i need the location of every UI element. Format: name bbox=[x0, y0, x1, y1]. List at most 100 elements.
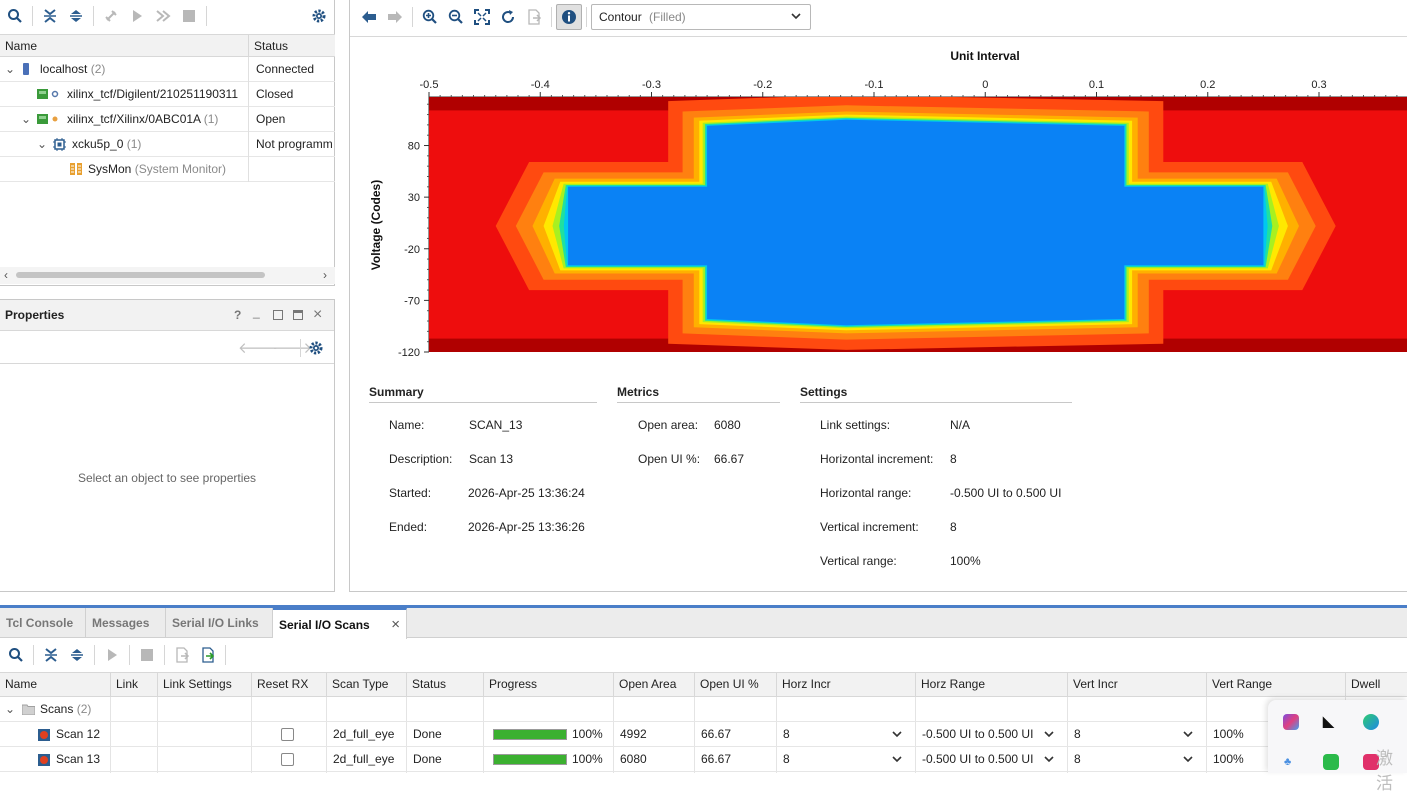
scroll-left-icon[interactable]: ‹ bbox=[4, 268, 8, 282]
scrollbar-thumb[interactable] bbox=[16, 272, 265, 278]
reset-rx-checkbox[interactable] bbox=[281, 722, 295, 747]
open-area: 4992 bbox=[620, 727, 647, 741]
tree-label: xilinx_tcf/Digilent/210251190311 bbox=[67, 87, 239, 101]
export-icon[interactable] bbox=[521, 4, 547, 30]
column-header-link[interactable]: Link bbox=[111, 673, 158, 696]
y-tick-label: 80 bbox=[408, 141, 420, 153]
export-icon[interactable] bbox=[169, 642, 195, 668]
tab-serial-io-scans[interactable]: Serial I/O Scans × bbox=[273, 608, 407, 639]
settings-h-incr-value: 8 bbox=[950, 452, 957, 466]
refresh-icon[interactable] bbox=[495, 4, 521, 30]
chevron-down-icon[interactable]: ⌄ bbox=[5, 702, 16, 716]
help-icon[interactable]: ? bbox=[234, 308, 242, 322]
scans-group-row[interactable]: ⌄ Scans (2) bbox=[0, 697, 1407, 722]
close-icon[interactable]: × bbox=[313, 306, 323, 323]
auto-connect-icon[interactable] bbox=[98, 3, 124, 29]
chevron-down-icon[interactable] bbox=[790, 8, 802, 27]
maximize-icon[interactable] bbox=[273, 310, 283, 320]
collapse-all-icon[interactable] bbox=[37, 3, 63, 29]
import-icon[interactable] bbox=[195, 642, 221, 668]
back-arrow-icon[interactable]: 🡐 bbox=[238, 340, 279, 357]
y-tick-label: -20 bbox=[404, 244, 420, 256]
horz-incr[interactable]: 8 bbox=[783, 752, 790, 766]
zoom-in-icon[interactable] bbox=[417, 4, 443, 30]
toolbar-separator bbox=[93, 6, 94, 26]
column-header-open-ui[interactable]: Open UI % bbox=[695, 673, 777, 696]
bottom-tab-bar: Tcl Console Messages Serial I/O Links Se… bbox=[0, 608, 1407, 639]
run-icon[interactable] bbox=[99, 642, 125, 668]
search-icon[interactable] bbox=[3, 642, 29, 668]
column-header-name[interactable]: Name bbox=[0, 673, 111, 696]
zoom-fit-icon[interactable] bbox=[469, 4, 495, 30]
collapse-all-icon[interactable] bbox=[38, 642, 64, 668]
table-row[interactable]: Scan 12 2d_full_eye Done 100% 4992 66.67… bbox=[0, 722, 1407, 747]
vert-incr[interactable]: 8 bbox=[1074, 752, 1081, 766]
tree-row-fpga[interactable]: ⌄ xcku5p_0 (1) Not programm bbox=[0, 132, 335, 157]
summary-heading: Summary bbox=[369, 385, 597, 403]
float-icon[interactable] bbox=[293, 310, 303, 320]
tree-row-sysmon[interactable]: SysMon (System Monitor) bbox=[0, 157, 335, 182]
column-header-status[interactable]: Status bbox=[407, 673, 484, 696]
gear-icon[interactable] bbox=[308, 340, 324, 359]
column-header-horz-incr[interactable]: Horz Incr bbox=[777, 673, 916, 696]
back-arrow-icon[interactable] bbox=[356, 4, 382, 30]
tree-row-xilinx[interactable]: ⌄ xilinx_tcf/Xilinx/0ABC01A (1) Open bbox=[0, 107, 335, 132]
tab-serial-io-links[interactable]: Serial I/O Links bbox=[166, 608, 273, 638]
column-header-reset-rx[interactable]: Reset RX bbox=[252, 673, 327, 696]
column-header-link-settings[interactable]: Link Settings bbox=[158, 673, 252, 696]
column-header-vert-range[interactable]: Vert Range bbox=[1207, 673, 1346, 696]
column-header-vert-incr[interactable]: Vert Incr bbox=[1068, 673, 1207, 696]
tree-row-digilent[interactable]: xilinx_tcf/Digilent/210251190311 Closed bbox=[0, 82, 335, 107]
zoom-out-icon[interactable] bbox=[443, 4, 469, 30]
column-header-progress[interactable]: Progress bbox=[484, 673, 614, 696]
chevron-down-icon[interactable] bbox=[1043, 747, 1055, 772]
hardware-table-header: Name Status bbox=[0, 34, 335, 57]
tab-messages[interactable]: Messages bbox=[86, 608, 166, 638]
stop-icon[interactable] bbox=[134, 642, 160, 668]
fast-forward-icon[interactable] bbox=[150, 3, 176, 29]
view-mode-select[interactable]: Contour (Filled) bbox=[591, 4, 811, 30]
chevron-down-icon[interactable] bbox=[1182, 722, 1194, 747]
search-icon[interactable] bbox=[2, 3, 28, 29]
run-icon[interactable] bbox=[124, 3, 150, 29]
tab-tcl-console[interactable]: Tcl Console bbox=[0, 608, 86, 638]
column-header-name[interactable]: Name bbox=[0, 35, 249, 57]
edge-icon[interactable] bbox=[1363, 714, 1379, 730]
chevron-down-icon[interactable] bbox=[1043, 722, 1055, 747]
horz-incr[interactable]: 8 bbox=[783, 727, 790, 741]
chevron-down-icon[interactable] bbox=[891, 722, 903, 747]
column-header-scan-type[interactable]: Scan Type bbox=[327, 673, 407, 696]
column-header-open-area[interactable]: Open Area bbox=[614, 673, 695, 696]
chevron-down-icon[interactable]: ⌄ bbox=[5, 62, 15, 76]
wechat-icon[interactable] bbox=[1323, 754, 1339, 770]
scroll-right-icon[interactable]: › bbox=[323, 268, 327, 282]
chevron-down-icon[interactable]: ⌄ bbox=[21, 112, 31, 126]
reset-rx-checkbox[interactable] bbox=[281, 747, 295, 772]
column-header-status[interactable]: Status bbox=[254, 39, 289, 53]
expand-all-icon[interactable] bbox=[63, 3, 89, 29]
amd-icon[interactable]: ◣ bbox=[1323, 713, 1334, 729]
forward-arrow-icon[interactable] bbox=[382, 4, 408, 30]
column-header-dwell[interactable]: Dwell bbox=[1351, 677, 1381, 691]
horizontal-scrollbar[interactable]: ‹ › bbox=[0, 267, 335, 284]
app-icon[interactable]: ♣ bbox=[1284, 756, 1292, 768]
table-row[interactable]: Scan 13 2d_full_eye Done 100% 6080 66.67… bbox=[0, 747, 1407, 772]
chevron-down-icon[interactable] bbox=[891, 747, 903, 772]
vert-incr[interactable]: 8 bbox=[1074, 727, 1081, 741]
column-header-horz-range[interactable]: Horz Range bbox=[916, 673, 1068, 696]
forward-arrow-icon[interactable]: 🡒 bbox=[272, 340, 313, 357]
horz-range[interactable]: -0.500 UI to 0.500 UI bbox=[922, 752, 1034, 766]
minimize-icon[interactable]: _ bbox=[253, 305, 260, 319]
info-icon[interactable] bbox=[556, 4, 582, 30]
chevron-down-icon[interactable]: ⌄ bbox=[37, 137, 47, 151]
horz-range[interactable]: -0.500 UI to 0.500 UI bbox=[922, 727, 1034, 741]
close-icon[interactable]: × bbox=[391, 616, 400, 633]
gear-icon[interactable] bbox=[306, 3, 332, 29]
y-tick-label: 30 bbox=[408, 192, 420, 204]
app-icon[interactable] bbox=[1363, 754, 1379, 770]
copilot-icon[interactable] bbox=[1283, 714, 1299, 730]
tree-row-localhost[interactable]: ⌄ localhost (2) Connected bbox=[0, 57, 335, 82]
expand-all-icon[interactable] bbox=[64, 642, 90, 668]
chevron-down-icon[interactable] bbox=[1182, 747, 1194, 772]
stop-icon[interactable] bbox=[176, 3, 202, 29]
